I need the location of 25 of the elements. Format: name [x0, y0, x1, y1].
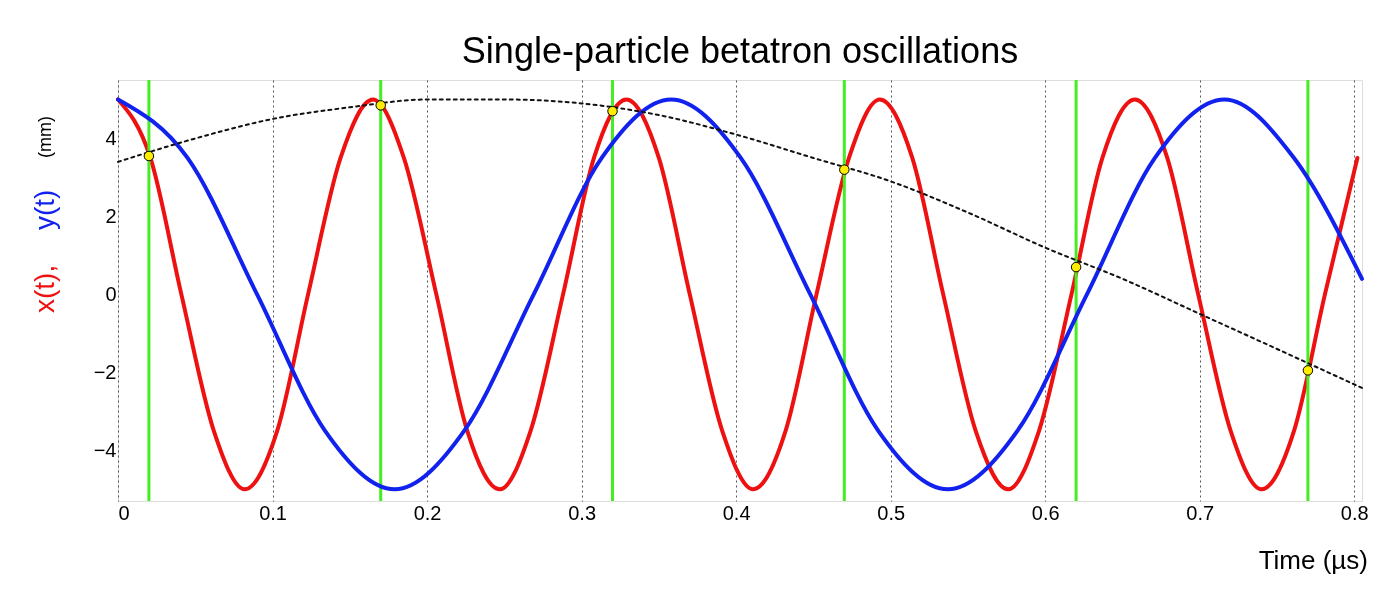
y-tick-label: −2: [93, 360, 117, 383]
x-tick-label: 0.3: [568, 501, 597, 524]
point: [1070, 261, 1082, 273]
chart-title: Single-particle betatron oscillations: [461, 29, 1019, 71]
point: [1302, 365, 1314, 376]
x-tick-label: 0.4: [722, 501, 751, 524]
x-tick-label: 0.5: [877, 501, 906, 524]
point: [607, 105, 618, 117]
y-tick-label: 4: [105, 126, 117, 149]
point: [839, 164, 850, 175]
x-tick-label: 0.2: [413, 501, 442, 524]
y-axis-title: (mm): [35, 116, 55, 158]
x-tick-label: 0.7: [1186, 501, 1215, 524]
y-tick-label: 0: [105, 282, 117, 305]
x-tick-label: 0.1: [259, 501, 287, 524]
point: [143, 150, 155, 162]
x-tick-label: 0.8: [1340, 501, 1369, 524]
y-tick-label: −4: [93, 438, 117, 461]
x-axis-title: Time (µs): [1258, 545, 1368, 575]
line-series: [117, 98, 1363, 389]
y-tick-label: 2: [105, 204, 117, 227]
point: [375, 100, 386, 111]
text: x(t),: [29, 264, 60, 313]
text: y(t): [29, 189, 60, 230]
x-tick-label: 0.6: [1031, 501, 1060, 524]
